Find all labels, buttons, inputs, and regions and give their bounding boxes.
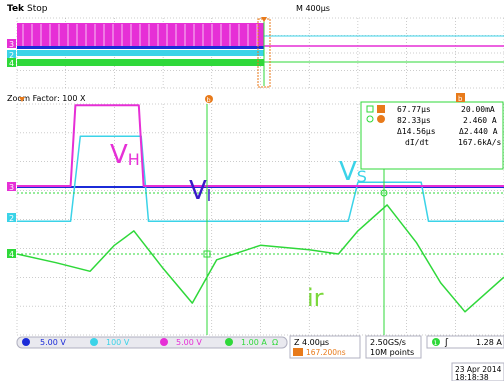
cursor-readout-panel: b 67.77µs 20.00mA 82.33µs 2.460 A Δ14.56… <box>360 93 504 170</box>
svg-text:1.28 A: 1.28 A <box>476 338 502 347</box>
cursor-delta-value: Δ2.440 A <box>459 127 498 136</box>
trigger-slope-icon: ʃ <box>444 338 449 348</box>
overview-ch3-trace <box>17 23 264 47</box>
ch2-scale-button[interactable]: 100 V <box>90 338 130 347</box>
overview-ch4-marker[interactable]: 4 <box>7 58 16 68</box>
overview-ch2-marker[interactable]: 2 <box>7 50 16 60</box>
svg-text:4: 4 <box>9 59 14 68</box>
svg-text:b: b <box>207 96 211 104</box>
overview-record <box>16 17 504 89</box>
ch4-scale-button[interactable]: 1.00 A Ω <box>225 338 278 347</box>
cursor-b-badge-icon <box>377 115 385 123</box>
zoom-position: 167.200ns <box>306 348 346 357</box>
svg-text:2: 2 <box>9 51 14 60</box>
square-a-icon <box>366 105 374 113</box>
svg-text:4: 4 <box>9 250 14 259</box>
acquisition-button[interactable]: 2.50GS/s 10M points <box>365 335 422 359</box>
cursor-b-value: 2.460 A <box>463 116 497 125</box>
zoom-factor-label: Zoom Factor: 100 X <box>7 94 86 103</box>
svg-text:2: 2 <box>9 214 14 223</box>
svg-text:5.00 V: 5.00 V <box>40 338 66 347</box>
svg-text:Z 4.00µs: Z 4.00µs <box>294 338 329 347</box>
zoom-plot-area: b <box>16 95 504 336</box>
overview-traces <box>17 20 504 86</box>
zoom-timebase-button[interactable]: Z 4.00µs 167.200ns <box>289 335 361 359</box>
time-label: 18:18:38 <box>455 373 489 381</box>
cursor-a-badge-icon <box>377 105 385 113</box>
footer-bar: 5.00 V 100 V 5.00 V 1.00 A Ω Z 4.00µs 16… <box>16 335 504 381</box>
cursor-a-time: 67.77µs <box>397 105 431 114</box>
svg-text:3: 3 <box>9 40 14 49</box>
svg-text:2.50GS/s: 2.50GS/s <box>370 338 406 347</box>
ch1-scale-button[interactable]: 5.00 V <box>22 338 66 347</box>
overview-trigger-icon <box>261 17 267 22</box>
svg-text:1: 1 <box>434 339 438 347</box>
cursor-delta-time: Δ14.56µs <box>397 127 436 136</box>
zoom-traces <box>16 104 504 313</box>
zoom-ch2-marker[interactable]: 2 <box>7 213 16 223</box>
svg-text:5.00 V: 5.00 V <box>176 338 202 347</box>
main-timebase: M 400µs <box>296 4 330 13</box>
trace-ch3 <box>17 104 504 187</box>
overview-ch1-trace <box>17 46 264 49</box>
brand-label: Tek <box>7 4 25 14</box>
annotation-vl: Vl <box>189 176 211 206</box>
annotation-ir: ir <box>307 284 324 312</box>
date-label: 23 Apr 2014 <box>455 365 502 374</box>
svg-text:3: 3 <box>9 183 14 192</box>
svg-text:Ω: Ω <box>272 338 278 347</box>
trace-ch2 <box>17 135 504 223</box>
zoom-ch4-marker[interactable]: 4 <box>7 249 16 259</box>
zoom-ch3-marker[interactable]: 3 <box>7 182 16 192</box>
readout-b-badge-icon <box>456 93 465 102</box>
readout-b-badge-label: b <box>458 95 463 103</box>
cursor-a-marker[interactable] <box>203 250 211 258</box>
svg-text:1.00 A: 1.00 A <box>241 338 267 347</box>
overview-ch3-marker[interactable]: 3 <box>7 39 16 49</box>
circle-b-icon <box>366 115 374 123</box>
cursor-a-value: 20.00mA <box>461 105 495 114</box>
overview-ch4-trace <box>17 59 264 66</box>
annotation-vh: VH <box>110 140 140 170</box>
svg-text:10M points: 10M points <box>370 348 414 357</box>
cursor-b-marker[interactable] <box>380 189 388 197</box>
svg-text:100 V: 100 V <box>106 338 130 347</box>
zoom-grid <box>16 103 504 336</box>
overview-ch2-trace <box>17 50 264 56</box>
cursor-rate-label: dI/dt <box>405 138 429 147</box>
zoom-trigger-icon <box>19 97 25 102</box>
cursor-rate-value: 167.6kA/s <box>458 138 502 147</box>
annotation-vs: VS <box>339 157 367 187</box>
acquisition-status: Stop <box>27 4 48 14</box>
cursor-b-time: 82.33µs <box>397 116 431 125</box>
ch3-scale-button[interactable]: 5.00 V <box>160 338 202 347</box>
trigger-button[interactable]: 1 ʃ 1.28 A <box>426 335 504 349</box>
cursor-b-top-marker[interactable]: b <box>205 95 213 104</box>
